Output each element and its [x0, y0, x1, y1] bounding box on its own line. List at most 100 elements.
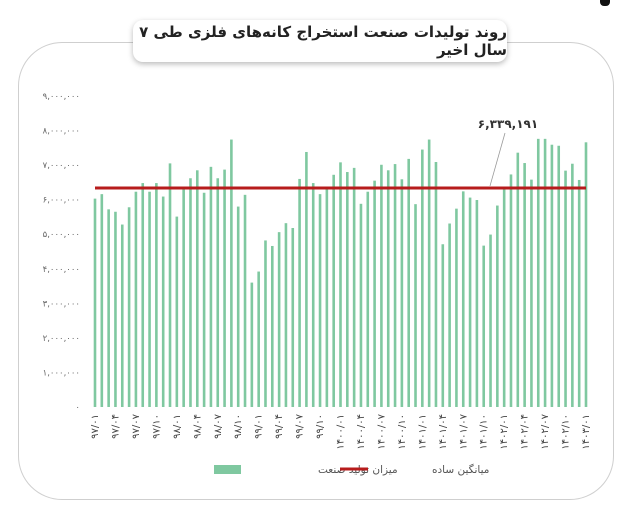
bar	[134, 191, 138, 407]
bar	[100, 194, 104, 407]
x-tick-label: ۹۷/۱۰	[151, 414, 162, 439]
x-tick-label: ۱۴۰۰/۰۴	[356, 414, 367, 450]
y-tick-label: ۶,۰۰۰,۰۰۰	[43, 196, 80, 206]
bar	[127, 207, 131, 407]
bar	[434, 162, 438, 407]
bar	[482, 245, 486, 407]
bar	[400, 179, 404, 407]
bar	[107, 209, 110, 407]
x-tick-label: ۱۴۰۱/۰۷	[458, 413, 469, 449]
legend: میزان تولید صنعت میانگین ساده	[214, 463, 489, 476]
x-tick-label: ۹۷/۰۴	[110, 414, 121, 439]
bar	[325, 187, 329, 407]
bar	[366, 191, 370, 407]
bar	[175, 216, 179, 407]
bar	[352, 167, 356, 407]
bar	[298, 178, 301, 407]
bar	[236, 206, 240, 407]
x-tick-label: ۱۴۰۲/۰۷	[540, 413, 551, 449]
bar	[421, 149, 424, 408]
x-tick-label: ۱۴۰۲/۱۰	[561, 414, 572, 450]
x-tick-label: ۱۴۰۲/۰۱	[499, 414, 510, 450]
x-tick-label: ۱۴۰۰/۱۰	[397, 414, 408, 450]
bar	[455, 208, 458, 407]
bar	[182, 188, 185, 407]
bar	[461, 191, 465, 407]
bar	[230, 139, 233, 408]
bar	[427, 139, 431, 408]
y-tick-label: ۴,۰۰۰,۰۰۰	[43, 265, 80, 275]
x-tick-label: ۱۴۰۱/۱۰	[479, 414, 490, 450]
x-tick-label: ۱۴۰۰/۰۷	[376, 413, 387, 449]
bar	[195, 170, 199, 407]
bar	[148, 191, 151, 407]
y-tick-label: ۳,۰۰۰,۰۰۰	[43, 299, 80, 309]
x-tick-label: ۹۸/۱۰	[233, 414, 244, 439]
y-tick-label: ۸,۰۰۰,۰۰۰	[43, 127, 80, 137]
bar	[373, 180, 376, 407]
bar	[223, 169, 226, 407]
bar	[93, 198, 97, 407]
page-edge-mark	[600, 0, 610, 6]
x-tick-label: ۹۹/۰۷	[295, 413, 306, 438]
bar	[120, 224, 124, 407]
x-axis-ticks: ۹۷/۰۱ ۹۷/۰۴ ۹۷/۰۷ ۹۷/۱۰ ۹۸/۰۱ ۹۸/۰۴ ۹۸/۰۷ ۹۸/۱۰…	[90, 413, 592, 449]
bar	[441, 244, 445, 407]
bar	[243, 194, 247, 407]
bar	[216, 178, 220, 407]
legend-bar-swatch	[214, 465, 241, 474]
bar	[291, 228, 295, 407]
bar	[380, 164, 383, 407]
bar	[536, 138, 540, 408]
bar	[509, 174, 513, 407]
x-tick-label: ۱۴۰۲/۰۴	[520, 414, 531, 450]
bar	[155, 183, 158, 407]
bar	[393, 164, 397, 407]
bar	[475, 200, 479, 407]
x-tick-label: ۹۸/۰۴	[192, 414, 203, 439]
bar	[496, 205, 499, 407]
bar	[448, 223, 451, 407]
bar	[168, 163, 172, 407]
chart-panel	[18, 42, 614, 500]
bar	[386, 170, 390, 407]
x-tick-label: ۹۷/۰۱	[90, 414, 101, 439]
bar	[468, 197, 472, 407]
bar	[571, 163, 574, 407]
bar	[584, 142, 588, 407]
bar	[414, 204, 417, 407]
x-tick-label: ۹۸/۰۱	[172, 414, 183, 439]
bar	[202, 192, 206, 407]
bar	[264, 240, 267, 407]
y-tick-label: ۱,۰۰۰,۰۰۰	[43, 368, 80, 378]
bar	[407, 158, 410, 407]
legend-average-label: میانگین ساده	[432, 463, 489, 476]
bar	[250, 282, 254, 407]
bar	[257, 271, 260, 407]
bar	[271, 245, 274, 407]
bar	[543, 138, 547, 408]
bar	[161, 196, 165, 407]
x-tick-label: ۹۷/۰۷	[131, 413, 142, 438]
average-label-leader	[489, 132, 506, 187]
x-tick-label: ۱۴۰۰/۰۱	[336, 414, 347, 450]
bar	[530, 179, 533, 407]
x-tick-label: ۱۴۰۱/۰۴	[438, 414, 449, 450]
bar	[141, 183, 145, 407]
y-tick-label: ۲,۰۰۰,۰۰۰	[43, 334, 80, 344]
x-tick-label: ۹۹/۰۴	[274, 414, 285, 439]
average-label: ۶,۳۳۹,۱۹۱	[478, 117, 538, 131]
bar	[523, 163, 526, 407]
bar	[557, 145, 561, 407]
bar	[305, 151, 308, 407]
bar	[564, 170, 567, 407]
y-tick-label: ۷,۰۰۰,۰۰۰	[43, 161, 80, 171]
bar	[359, 203, 363, 407]
bar	[516, 152, 520, 407]
bars	[93, 138, 588, 408]
bar	[489, 234, 492, 407]
y-axis-ticks: ۰ ۱,۰۰۰,۰۰۰ ۲,۰۰۰,۰۰۰ ۳,۰۰۰,۰۰۰ ۴,۰۰۰,۰۰۰ ۵,۰…	[43, 92, 80, 413]
bar	[277, 232, 281, 407]
bar	[189, 178, 192, 407]
